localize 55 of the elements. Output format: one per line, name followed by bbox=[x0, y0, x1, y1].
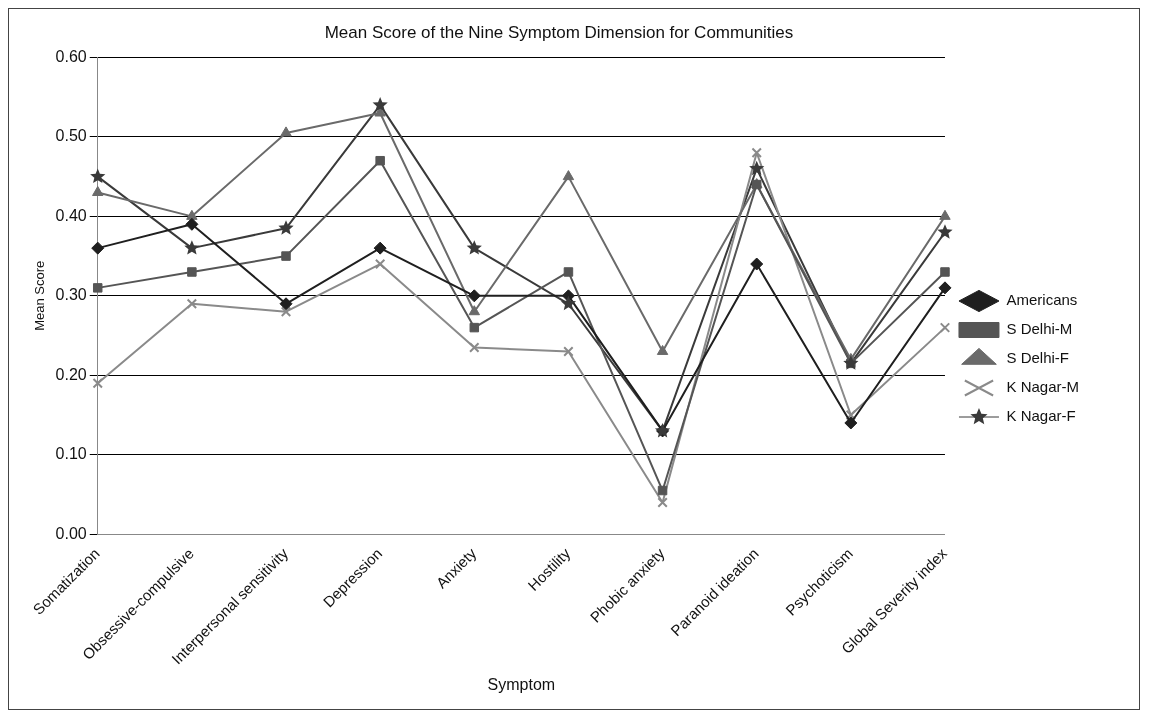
point bbox=[467, 289, 481, 303]
point bbox=[469, 342, 480, 353]
point bbox=[657, 497, 668, 508]
y-tick-label: 0.20 bbox=[55, 365, 87, 383]
point bbox=[750, 257, 764, 271]
legend-label: S Delhi-M bbox=[1006, 320, 1073, 338]
point bbox=[187, 267, 197, 277]
point bbox=[91, 241, 105, 255]
legend-label: Americans bbox=[1006, 291, 1078, 309]
point bbox=[845, 409, 857, 421]
point bbox=[468, 305, 480, 316]
point bbox=[751, 147, 762, 159]
y-tick-label: 0.10 bbox=[55, 445, 87, 463]
point bbox=[657, 485, 668, 496]
y-axis-title: Mean Score bbox=[32, 260, 48, 331]
point bbox=[279, 297, 293, 311]
point bbox=[656, 344, 669, 355]
point bbox=[281, 251, 291, 261]
y-tick-label: 0.30 bbox=[55, 286, 87, 304]
point bbox=[186, 209, 198, 220]
point bbox=[186, 298, 198, 310]
y-tick-label: 0.40 bbox=[55, 206, 87, 224]
y-tick-label: 0.00 bbox=[55, 524, 87, 542]
point bbox=[562, 170, 575, 181]
x-axis-title: Symptom bbox=[487, 675, 556, 693]
point bbox=[939, 209, 951, 220]
point bbox=[374, 258, 386, 270]
point bbox=[560, 295, 577, 311]
point bbox=[939, 322, 951, 333]
point bbox=[280, 126, 292, 137]
point bbox=[372, 97, 388, 112]
point bbox=[373, 241, 387, 255]
point bbox=[844, 416, 858, 430]
point bbox=[466, 240, 482, 255]
point bbox=[563, 346, 574, 357]
point bbox=[92, 186, 104, 197]
point bbox=[280, 306, 292, 317]
point bbox=[184, 240, 200, 255]
point bbox=[185, 217, 199, 231]
legend-label: S Delhi-F bbox=[1006, 349, 1069, 367]
point bbox=[278, 220, 294, 235]
point bbox=[937, 224, 953, 239]
legend-label: K Nagar-F bbox=[1006, 407, 1076, 425]
legend-label: K Nagar-M bbox=[1006, 378, 1080, 396]
point bbox=[375, 155, 385, 166]
point bbox=[90, 168, 106, 184]
point bbox=[469, 322, 480, 333]
point bbox=[563, 267, 574, 277]
y-tick-label: 0.50 bbox=[55, 127, 87, 145]
point bbox=[938, 281, 952, 295]
chart-title: Mean Score of the Nine Symptom Dimension for Communities bbox=[324, 22, 794, 42]
point bbox=[940, 267, 950, 277]
y-tick-label: 0.60 bbox=[55, 47, 87, 65]
point bbox=[93, 283, 103, 293]
point bbox=[749, 160, 765, 176]
